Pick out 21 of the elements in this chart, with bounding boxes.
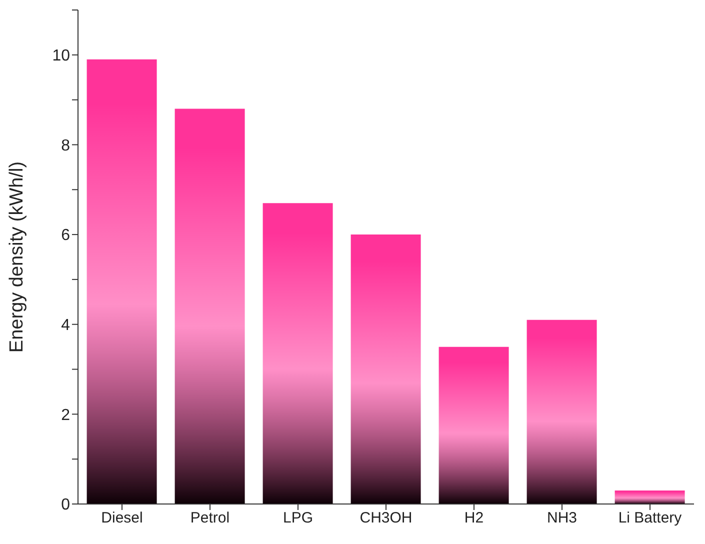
bar: [614, 490, 685, 504]
y-tick-label: 10: [52, 48, 70, 65]
bar: [350, 234, 421, 504]
x-tick-label: Petrol: [190, 510, 230, 527]
bar: [86, 59, 157, 504]
bar: [174, 108, 245, 504]
bar: [526, 320, 597, 504]
x-tick-label: Diesel: [101, 510, 143, 527]
x-tick-label: Li Battery: [618, 510, 682, 527]
y-tick-label: 0: [61, 496, 70, 514]
y-axis-title: Energy density (kWh/l): [6, 161, 28, 353]
x-tick-label: LPG: [282, 510, 314, 527]
bar: [262, 203, 333, 504]
y-tick-label: 8: [61, 137, 70, 154]
x-tick-label: H2: [464, 510, 484, 527]
y-tick-label: 4: [61, 317, 70, 334]
y-tick-label: 2: [61, 406, 70, 424]
x-tick-label: CH3OH: [360, 510, 412, 527]
y-tick-label: 6: [61, 227, 70, 244]
x-tick-label: NH3: [546, 510, 578, 527]
bar: [438, 346, 509, 504]
